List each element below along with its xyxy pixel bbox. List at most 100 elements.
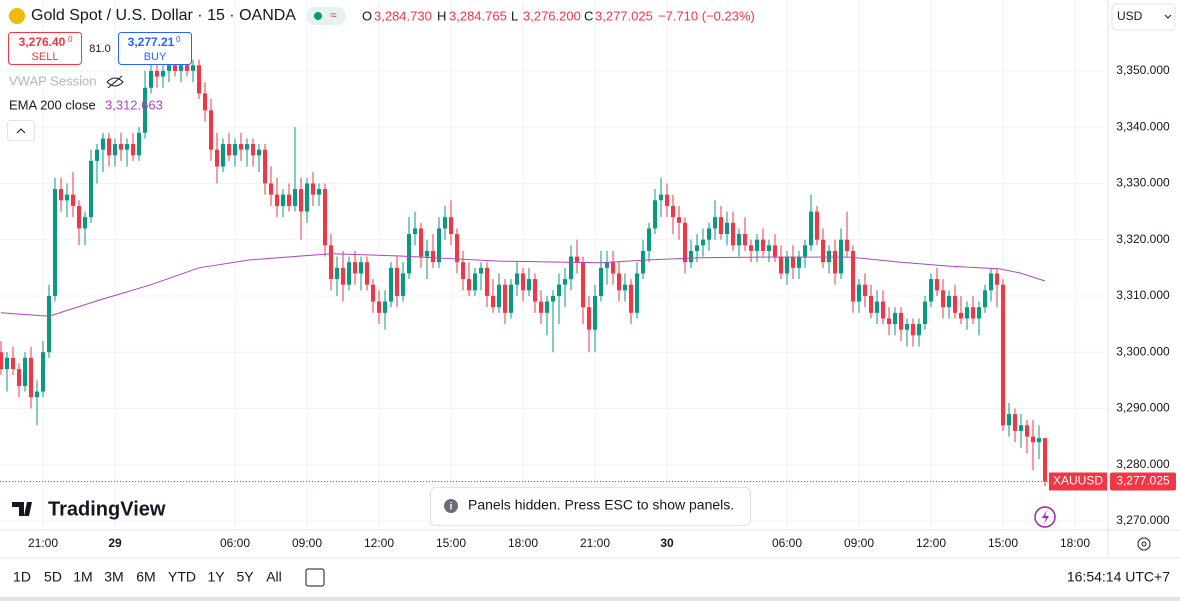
- candle-body: [851, 250, 856, 302]
- range-button[interactable]: 1Y: [207, 569, 225, 585]
- buy-button[interactable]: [118, 32, 192, 65]
- candle-body: [791, 256, 796, 268]
- candle-body: [887, 318, 892, 325]
- price-tag-text: 3,277.025: [1116, 474, 1170, 488]
- sell-label: SELL: [32, 51, 59, 63]
- candle-body: [623, 284, 628, 291]
- range-button[interactable]: 3M: [104, 569, 123, 585]
- price-tag: [1110, 472, 1176, 491]
- ohlc-label: C: [584, 8, 593, 23]
- candle-body: [995, 273, 999, 285]
- candle-body: [593, 295, 598, 330]
- date-range-icon[interactable]: [305, 568, 325, 587]
- candle-body: [971, 307, 975, 319]
- spread: 81.0: [89, 43, 110, 55]
- symbol-tag: [1049, 472, 1107, 491]
- ema-line: [0, 253, 1046, 317]
- range-button[interactable]: 1D: [13, 569, 31, 585]
- candle-body: [323, 189, 328, 246]
- candle-body: [653, 200, 658, 229]
- range-button[interactable]: 6M: [136, 569, 155, 585]
- range-button[interactable]: YTD: [168, 569, 196, 585]
- symbol-logo: [9, 8, 25, 24]
- candle-body: [821, 239, 826, 263]
- range-button[interactable]: 5D: [44, 569, 62, 585]
- bottom-bar: [0, 597, 1180, 601]
- candle-body: [107, 138, 112, 156]
- candle-body: [287, 194, 292, 206]
- candle-body: [47, 295, 52, 353]
- candle-body: [203, 93, 208, 111]
- candle-body: [281, 194, 286, 206]
- range-button[interactable]: 5Y: [236, 569, 254, 585]
- candle-body: [35, 391, 40, 398]
- range-button[interactable]: All: [266, 569, 282, 585]
- candle-body: [737, 234, 742, 246]
- candle-body: [245, 144, 250, 150]
- candle-body: [311, 183, 316, 195]
- candle-body: [689, 250, 694, 263]
- market-status[interactable]: [306, 7, 346, 25]
- candle-body: [989, 273, 993, 291]
- y-tick-label: 3,310.000: [1116, 288, 1170, 302]
- candle-body: [929, 279, 934, 302]
- candle-body: [923, 301, 928, 325]
- sell-button[interactable]: [8, 32, 82, 65]
- bolt: [1042, 510, 1049, 524]
- y-tick-label: 3,300.000: [1116, 344, 1170, 358]
- collapse-button[interactable]: [7, 120, 35, 141]
- candle-body: [641, 250, 646, 274]
- candle-body: [677, 217, 682, 223]
- x-tick-label: 15:00: [436, 536, 466, 550]
- candle-body: [155, 70, 160, 77]
- candle-body: [497, 284, 502, 308]
- range-button[interactable]: 1M: [73, 569, 92, 585]
- candle-body: [1025, 425, 1029, 437]
- candle-body: [395, 267, 400, 296]
- brand-logo: [12, 502, 32, 516]
- candle-body: [779, 256, 784, 274]
- candle-body: [827, 250, 832, 263]
- candle-body: [575, 256, 580, 263]
- hidden-icon[interactable]: [106, 75, 124, 89]
- candle-body: [257, 149, 262, 156]
- candle-body: [839, 239, 844, 274]
- x-tick-label: 09:00: [292, 536, 322, 550]
- x-tick-label: 21:00: [580, 536, 610, 550]
- candle-body: [905, 324, 910, 330]
- currency-select[interactable]: [1111, 3, 1176, 31]
- candle-body: [665, 194, 670, 206]
- candle-body: [275, 194, 280, 206]
- settings-icon[interactable]: [1137, 537, 1151, 551]
- candle-body: [515, 273, 520, 285]
- info-icon: [444, 499, 458, 513]
- candle-body: [269, 183, 274, 195]
- candle-body: [719, 217, 724, 235]
- candle-body: [551, 295, 556, 302]
- candle-body: [89, 160, 94, 218]
- candle-body: [65, 194, 70, 201]
- candle-body: [59, 189, 64, 201]
- notice-box: [430, 487, 751, 526]
- status-icon: ≈: [330, 8, 337, 22]
- candle-body: [263, 149, 268, 184]
- x-tick-label: 12:00: [916, 536, 946, 550]
- candle-body: [539, 301, 544, 313]
- candle-body: [305, 183, 310, 212]
- candle-body: [767, 245, 772, 251]
- currency: USD: [1117, 9, 1143, 23]
- ohlc-label: H: [437, 8, 446, 23]
- candle-body: [0, 352, 4, 370]
- x-tick-label: 15:00: [988, 536, 1018, 550]
- symbol-title: Gold Spot / U.S. Dollar · 15 · OANDA: [31, 7, 296, 24]
- x-tick-label: 12:00: [364, 536, 394, 550]
- info-glyph: i: [450, 502, 453, 513]
- candle-body: [419, 228, 424, 257]
- buy-sup: 0: [176, 35, 181, 44]
- candle-body: [167, 65, 172, 71]
- sell-price: 3,276.40: [19, 35, 66, 49]
- candle-body: [815, 211, 820, 240]
- candle-body: [359, 262, 364, 274]
- ema-label: EMA 200 close: [9, 97, 96, 112]
